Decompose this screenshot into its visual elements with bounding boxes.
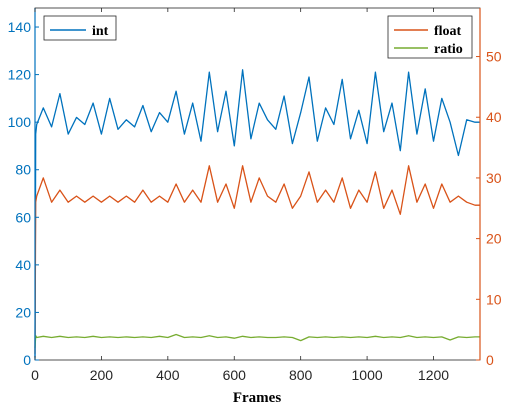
x-tick-label: 400 <box>156 367 180 383</box>
x-tick-label: 800 <box>289 367 313 383</box>
right-y-tick-label: 20 <box>486 231 502 247</box>
axes-layer: 0 200 400 600 800 1000 1200 0 20 40 60 80 100 120 140 0… <box>8 8 502 383</box>
right-y-tick-label: 10 <box>486 291 502 307</box>
series-line-float <box>34 165 480 354</box>
right-y-tick-label: 40 <box>486 109 502 125</box>
legend-right-box <box>387 15 473 59</box>
x-tick-label: 1000 <box>352 367 383 383</box>
right-y-tick-label: 50 <box>486 49 502 65</box>
left-y-tick-label: 80 <box>15 162 31 178</box>
left-y-tick-label: 40 <box>15 257 31 273</box>
left-y-tick-label: 140 <box>8 19 32 35</box>
x-tick-label: 0 <box>31 367 39 383</box>
legend-label-int: int <box>92 24 109 39</box>
left-y-tick-label: 20 <box>15 304 31 320</box>
x-tick-label: 600 <box>223 367 247 383</box>
legend-label-float: float <box>434 24 462 39</box>
x-tick-label: 200 <box>90 367 114 383</box>
legend-left-box <box>43 15 117 41</box>
right-y-tick-label: 30 <box>486 170 502 186</box>
legend-layer: int float ratio <box>43 15 473 59</box>
legend-label-ratio: ratio <box>434 42 463 57</box>
left-y-tick-label: 120 <box>8 67 32 83</box>
left-y-tick-label: 0 <box>23 352 31 368</box>
left-y-tick-label: 60 <box>15 209 31 225</box>
left-y-tick-label: 100 <box>8 114 32 130</box>
series-line-ratio <box>34 333 480 348</box>
series-layer <box>34 69 480 358</box>
series-line-int <box>34 69 480 358</box>
x-tick-label: 1200 <box>418 367 449 383</box>
right-y-tick-label: 0 <box>486 352 494 368</box>
x-axis-label: Frames <box>233 390 281 406</box>
